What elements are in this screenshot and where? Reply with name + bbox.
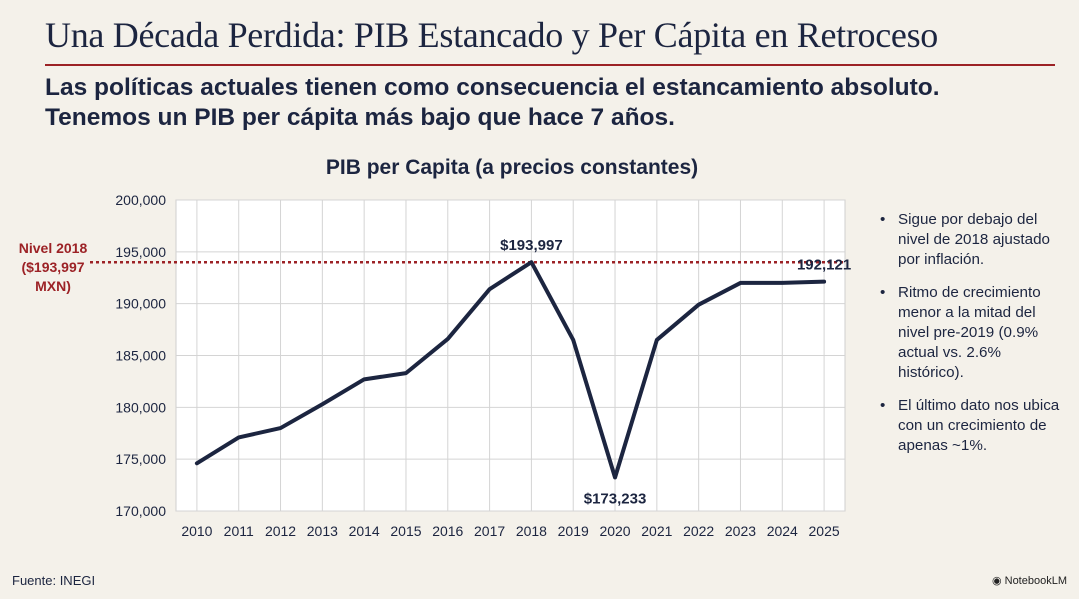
title-divider (45, 64, 1055, 66)
bullet-icon: • (880, 211, 886, 228)
notebooklm-logo-icon: ◉ (992, 575, 1002, 587)
y-tick-label: 200,000 (115, 192, 166, 208)
data-point (363, 378, 365, 380)
x-tick-label: 2021 (641, 523, 672, 539)
x-tick-label: 2012 (265, 523, 296, 539)
bullet-icon: • (880, 397, 886, 414)
data-label: $173,233 (584, 490, 647, 507)
y-tick-label: 195,000 (115, 244, 166, 260)
x-tick-label: 2024 (767, 523, 798, 539)
data-point (489, 288, 491, 290)
data-label: $193,997 (500, 237, 563, 254)
data-point (781, 282, 783, 284)
x-tick-label: 2020 (599, 523, 630, 539)
data-point (739, 282, 741, 284)
data-point (196, 462, 198, 464)
chart-title: PIB per Capita (a precios constantes) (325, 156, 699, 179)
brand-text: NotebookLM (1004, 574, 1067, 587)
note-text: El último dato nos ubica con un crecimie… (898, 397, 1060, 454)
x-tick-label: 2011 (224, 523, 254, 539)
y-tick-label: 170,000 (115, 503, 166, 519)
data-point (656, 339, 658, 341)
x-tick-label: 2022 (683, 523, 714, 539)
x-tick-label: 2016 (432, 523, 463, 539)
reference-label-line: MXN) (35, 278, 71, 294)
y-tick-label: 185,000 (115, 348, 166, 364)
reference-line-label: Nivel 2018 ($193,997 MXN) (19, 240, 88, 294)
page-subtitle: Las políticas actuales tienen como conse… (45, 73, 1065, 133)
y-tick-label: 175,000 (115, 451, 166, 467)
y-tick-label: 180,000 (115, 399, 166, 415)
x-tick-label: 2015 (390, 523, 421, 539)
subtitle-line-1: Las políticas actuales tienen como conse… (45, 74, 940, 101)
data-point (614, 476, 616, 478)
data-point (280, 427, 282, 429)
y-tick-label: 190,000 (115, 296, 166, 312)
x-tick-label: 2018 (516, 523, 547, 539)
data-point (572, 339, 574, 341)
data-point (405, 372, 407, 374)
x-tick-label: 2019 (558, 523, 589, 539)
data-point (823, 281, 825, 283)
data-point (530, 261, 532, 263)
x-tick-label: 2013 (307, 523, 338, 539)
data-point (447, 338, 449, 340)
note-item: • El último dato nos ubica con un crecimi… (878, 396, 1064, 456)
notes-list: • Sigue por debajo del nivel de 2018 ajus… (878, 210, 1064, 469)
page-title: Una Década Perdida: PIB Estancado y Per … (45, 15, 939, 55)
note-text: Sigue por debajo del nivel de 2018 ajust… (898, 211, 1050, 268)
x-tick-label: 2010 (181, 523, 212, 539)
x-tick-label: 2014 (349, 523, 380, 539)
data-point (321, 403, 323, 405)
data-point (238, 436, 240, 438)
x-tick-label: 2025 (809, 523, 840, 539)
note-item: • Ritmo de crecimiento menor a la mitad d… (878, 283, 1064, 383)
source-label: Fuente: INEGI (12, 573, 96, 588)
reference-label-line: ($193,997 (21, 259, 84, 275)
note-item: • Sigue por debajo del nivel de 2018 ajus… (878, 210, 1064, 270)
x-tick-label: 2017 (474, 523, 505, 539)
bullet-icon: • (880, 284, 886, 301)
x-tick-label: 2023 (725, 523, 756, 539)
data-label: 192,121 (797, 257, 851, 274)
reference-label-line: Nivel 2018 (19, 240, 88, 256)
series-line (194, 260, 827, 480)
data-point (698, 304, 700, 306)
brand-label: ◉ NotebookLM (992, 574, 1067, 588)
subtitle-line-2: Tenemos un PIB per cápita más bajo que h… (45, 104, 675, 131)
note-text: Ritmo de crecimiento menor a la mitad de… (898, 284, 1041, 381)
